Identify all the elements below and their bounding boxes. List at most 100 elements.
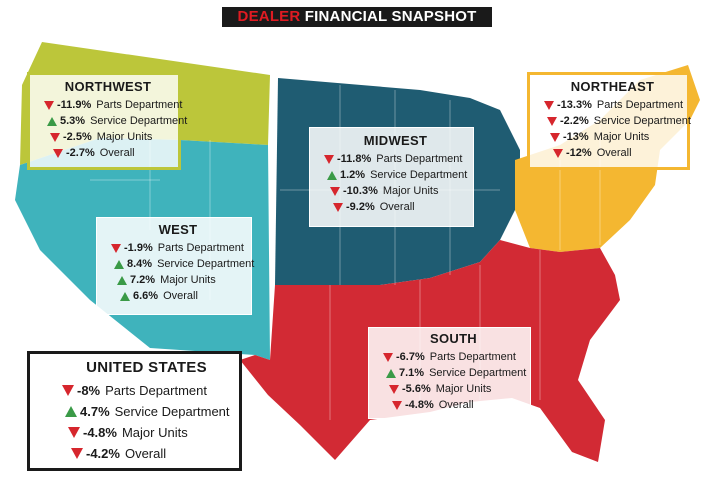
stat-row: 4.7% Service Department — [62, 401, 231, 422]
stat-row: -5.6% Major Units — [383, 381, 524, 397]
stat-label: Overall — [379, 201, 415, 213]
up-arrow-icon — [120, 291, 130, 301]
stat-value: -2.5% — [63, 131, 92, 143]
stat-value: -11.8% — [337, 153, 372, 165]
region-name: NORTHWEST — [64, 79, 152, 94]
stat-row: -9.2% Overall — [324, 199, 467, 215]
up-arrow-icon — [65, 406, 77, 417]
stat-value: -4.8% — [83, 425, 117, 440]
title-prefix: DEALER — [237, 8, 301, 25]
stat-label: Overall — [596, 147, 632, 159]
down-arrow-icon — [544, 100, 554, 110]
stat-value: -12% — [566, 147, 592, 159]
stat-value: 8.4% — [127, 258, 153, 270]
stat-label: Service Department — [90, 115, 188, 127]
region-name: WEST — [158, 222, 198, 237]
stat-row: -2.2% Service Department — [544, 113, 691, 129]
stat-row: 8.4% Service Department — [111, 256, 254, 272]
up-arrow-icon — [114, 259, 124, 269]
title-rest: FINANCIAL SNAPSHOT — [300, 8, 477, 25]
stat-label: Overall — [124, 446, 167, 461]
down-arrow-icon — [324, 154, 334, 164]
stat-label: Parts Department — [376, 153, 463, 165]
region-name: NORTHEAST — [570, 79, 655, 94]
stat-label: Major Units — [96, 131, 153, 143]
down-arrow-icon — [44, 100, 54, 110]
stat-row: -2.5% Major Units — [44, 129, 172, 145]
stat-row: -11.8% Parts Department — [324, 151, 467, 167]
stat-label: Major Units — [382, 185, 439, 197]
stat-value: -11.9% — [57, 99, 92, 111]
stat-row: 1.2% Service Department — [324, 167, 467, 183]
stat-label: Parts Department — [96, 99, 183, 111]
stat-value: -2.7% — [66, 147, 95, 159]
region-name: MIDWEST — [363, 133, 428, 148]
stats-list: -13.3% Parts Department -2.2% Service Depar… — [544, 97, 691, 161]
stat-row: -8% Parts Department — [62, 380, 231, 401]
west-stats-box: WEST -1.9% Parts Department 8.4% Service De… — [96, 217, 254, 315]
down-arrow-icon — [68, 427, 80, 438]
stat-value: -5.6% — [402, 383, 431, 395]
stat-value: -2.2% — [560, 115, 589, 127]
stat-value: 7.1% — [399, 367, 425, 379]
stat-label: Overall — [438, 399, 474, 411]
down-arrow-icon — [71, 448, 83, 459]
stat-label: Service Department — [114, 404, 230, 419]
region-name: UNITED STATES — [86, 359, 207, 376]
stat-row: -13% Major Units — [544, 129, 681, 145]
stat-value: -9.2% — [346, 201, 375, 213]
stat-label: Parts Department — [596, 99, 684, 111]
stat-value: -13% — [563, 131, 589, 143]
stats-list: -11.8% Parts Department 1.2% Service Depart… — [324, 151, 467, 215]
up-arrow-icon — [386, 368, 396, 378]
down-arrow-icon — [111, 243, 121, 253]
down-arrow-icon — [62, 385, 74, 396]
region-name: SOUTH — [430, 331, 477, 346]
stat-label: Service Department — [157, 258, 255, 270]
stat-row: -6.7% Parts Department — [383, 349, 524, 365]
up-arrow-icon — [327, 170, 337, 180]
stat-row: -12% Overall — [544, 145, 681, 161]
stat-row: -2.7% Overall — [44, 145, 172, 161]
stat-row: -13.3% Parts Department — [544, 97, 684, 113]
stat-value: -4.2% — [86, 446, 120, 461]
stat-value: -6.7% — [396, 351, 425, 363]
down-arrow-icon — [50, 132, 60, 142]
stats-list: -1.9% Parts Department 8.4% Service Departm… — [111, 240, 254, 304]
stat-label: Major Units — [160, 274, 216, 286]
stat-row: 7.1% Service Department — [383, 365, 526, 381]
stat-value: 5.3% — [60, 115, 86, 127]
up-arrow-icon — [117, 275, 127, 285]
stat-value: -4.8% — [405, 399, 434, 411]
stats-list: -8% Parts Department 4.7% Service Departmen… — [62, 380, 231, 464]
stat-value: 1.2% — [340, 169, 366, 181]
stat-value: -8% — [77, 383, 101, 398]
northwest-stats-box: NORTHWEST -11.9% Parts Department 5.3% Serv… — [27, 72, 187, 170]
down-arrow-icon — [389, 384, 399, 394]
page-title: DEALER FINANCIAL SNAPSHOT — [222, 7, 492, 27]
stats-list: -6.7% Parts Department 7.1% Service Departm… — [383, 349, 526, 413]
down-arrow-icon — [53, 148, 63, 158]
stat-value: -1.9% — [124, 242, 153, 254]
stat-value: 6.6% — [133, 290, 159, 302]
stat-label: Parts Department — [105, 383, 207, 398]
midwest-stats-box: MIDWEST -11.8% Parts Department 1.2% Servic… — [309, 127, 474, 227]
stat-label: Major Units — [435, 383, 492, 395]
up-arrow-icon — [47, 116, 57, 126]
stat-label: Overall — [163, 290, 198, 302]
stat-label: Major Units — [121, 425, 188, 440]
south-stats-box: SOUTH -6.7% Parts Department 7.1% Service D… — [368, 327, 531, 419]
down-arrow-icon — [330, 186, 340, 196]
down-arrow-icon — [333, 202, 343, 212]
stat-row: -11.9% Parts Department — [44, 97, 182, 113]
down-arrow-icon — [383, 352, 393, 362]
stat-row: -4.8% Overall — [383, 397, 524, 413]
stats-list: -11.9% Parts Department 5.3% Service Depart… — [44, 97, 187, 161]
stat-row: 7.2% Major Units — [111, 272, 245, 288]
down-arrow-icon — [392, 400, 402, 410]
stat-label: Parts Department — [429, 351, 516, 363]
stat-label: Service Department — [370, 169, 468, 181]
stat-value: 7.2% — [130, 274, 156, 286]
stat-row: 5.3% Service Department — [44, 113, 187, 129]
stat-value: -10.3% — [343, 185, 378, 197]
